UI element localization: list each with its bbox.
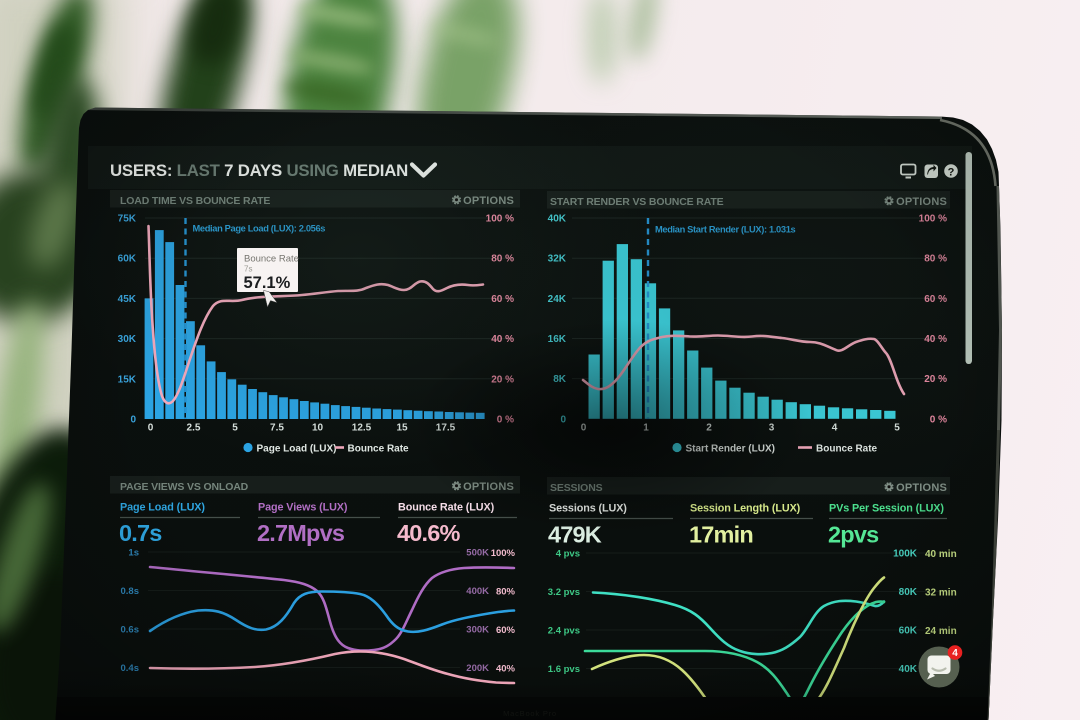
svg-text:15K: 15K xyxy=(118,374,137,385)
svg-text:80 %: 80 % xyxy=(491,254,514,265)
svg-text:300K: 300K xyxy=(466,625,489,636)
svg-text:2pvs: 2pvs xyxy=(828,522,879,548)
svg-text:10: 10 xyxy=(312,423,324,434)
svg-text:Page Load (LUX): Page Load (LUX) xyxy=(120,502,205,514)
svg-text:Bounce Rate: Bounce Rate xyxy=(816,444,878,455)
svg-text:500K: 500K xyxy=(466,548,489,559)
svg-text:100 %: 100 % xyxy=(486,214,514,225)
svg-text:OPTIONS: OPTIONS xyxy=(896,482,947,494)
svg-text:100K: 100K xyxy=(893,549,918,560)
svg-text:3: 3 xyxy=(769,423,775,434)
svg-text:Session Length (LUX): Session Length (LUX) xyxy=(690,503,801,515)
svg-text:60 %: 60 % xyxy=(491,294,514,305)
svg-text:17min: 17min xyxy=(689,522,753,548)
svg-text:40 %: 40 % xyxy=(924,334,947,345)
svg-text:80K: 80K xyxy=(899,587,918,598)
svg-text:START RENDER VS BOUNCE RATE: START RENDER VS BOUNCE RATE xyxy=(550,196,724,208)
svg-text:0: 0 xyxy=(560,414,566,425)
svg-text:Median Page Load (LUX): 2.056s: Median Page Load (LUX): 2.056s xyxy=(193,224,326,234)
svg-text:0.6s: 0.6s xyxy=(121,625,140,636)
svg-text:40 min: 40 min xyxy=(925,549,957,560)
svg-text:100%: 100% xyxy=(491,548,516,559)
svg-text:Page Views (LUX): Page Views (LUX) xyxy=(258,502,348,514)
svg-text:60 %: 60 % xyxy=(924,294,947,305)
svg-text:12.5: 12.5 xyxy=(352,423,372,434)
svg-text:MacBook Pro: MacBook Pro xyxy=(503,709,557,718)
svg-text:1: 1 xyxy=(643,423,649,434)
svg-text:0: 0 xyxy=(130,415,136,426)
svg-text:17.5: 17.5 xyxy=(436,423,456,434)
svg-text:OPTIONS: OPTIONS xyxy=(463,195,514,207)
svg-text:1s: 1s xyxy=(128,548,139,559)
svg-text:24 min: 24 min xyxy=(925,626,957,637)
svg-text:2: 2 xyxy=(706,423,712,434)
svg-text:0: 0 xyxy=(148,423,154,434)
svg-text:?: ? xyxy=(948,166,955,178)
svg-text:3.2 pvs: 3.2 pvs xyxy=(548,587,580,598)
svg-text:4: 4 xyxy=(832,423,838,434)
svg-text:24K: 24K xyxy=(548,294,567,305)
svg-text:PAGE VIEWS VS ONLOAD: PAGE VIEWS VS ONLOAD xyxy=(120,481,249,493)
svg-text:0 %: 0 % xyxy=(930,414,947,425)
svg-text:479K: 479K xyxy=(548,522,602,548)
svg-text:32 min: 32 min xyxy=(925,588,957,599)
svg-text:2.4 pvs: 2.4 pvs xyxy=(548,626,580,637)
svg-text:PVs Per Session (LUX): PVs Per Session (LUX) xyxy=(829,503,944,515)
svg-text:32K: 32K xyxy=(548,254,567,265)
svg-text:SESSIONS: SESSIONS xyxy=(550,482,603,494)
svg-text:0 %: 0 % xyxy=(497,415,514,426)
svg-text:20 %: 20 % xyxy=(924,374,947,385)
svg-text:40%: 40% xyxy=(496,664,516,675)
svg-text:8K: 8K xyxy=(553,374,567,385)
svg-text:100 %: 100 % xyxy=(919,214,947,225)
svg-text:2.5: 2.5 xyxy=(187,423,201,434)
svg-text:80%: 80% xyxy=(496,587,516,598)
svg-text:40.6%: 40.6% xyxy=(397,520,461,546)
svg-text:Page Load (LUX): Page Load (LUX) xyxy=(257,444,337,455)
svg-text:40K: 40K xyxy=(899,664,918,675)
svg-text:400K: 400K xyxy=(466,586,489,597)
svg-text:60K: 60K xyxy=(118,254,137,265)
svg-text:Bounce Rate (LUX): Bounce Rate (LUX) xyxy=(398,502,495,514)
svg-text:40 %: 40 % xyxy=(491,334,514,345)
svg-text:Start Render (LUX): Start Render (LUX) xyxy=(686,444,775,455)
svg-text:0: 0 xyxy=(581,423,587,434)
svg-text:0.8s: 0.8s xyxy=(121,586,140,597)
svg-text:7.5: 7.5 xyxy=(270,423,284,434)
svg-text:40K: 40K xyxy=(548,214,567,225)
svg-text:5: 5 xyxy=(894,423,900,434)
svg-text:30K: 30K xyxy=(118,334,137,345)
svg-text:0.7s: 0.7s xyxy=(119,520,162,546)
svg-text:4 pvs: 4 pvs xyxy=(556,549,580,560)
svg-text:5: 5 xyxy=(232,423,238,434)
svg-text:1.6 pvs: 1.6 pvs xyxy=(548,664,580,675)
svg-text:60K: 60K xyxy=(899,626,918,637)
svg-text:16K: 16K xyxy=(548,334,567,345)
svg-text:Sessions (LUX): Sessions (LUX) xyxy=(549,503,627,515)
svg-text:200K: 200K xyxy=(466,663,489,674)
svg-text:20 %: 20 % xyxy=(491,374,514,385)
svg-text:Bounce Rate: Bounce Rate xyxy=(348,444,410,455)
svg-text:60%: 60% xyxy=(496,625,516,636)
svg-text:15: 15 xyxy=(396,423,408,434)
svg-text:75K: 75K xyxy=(118,214,137,225)
svg-text:2.7Mpvs: 2.7Mpvs xyxy=(257,520,345,546)
svg-text:0.4s: 0.4s xyxy=(121,663,140,674)
svg-text:80 %: 80 % xyxy=(924,254,947,265)
svg-text:LOAD TIME VS BOUNCE RATE: LOAD TIME VS BOUNCE RATE xyxy=(120,195,270,207)
svg-text:OPTIONS: OPTIONS xyxy=(463,481,514,493)
svg-text:Median Start Render (LUX): 1.0: Median Start Render (LUX): 1.031s xyxy=(655,225,796,235)
svg-text:OPTIONS: OPTIONS xyxy=(896,196,947,208)
svg-text:USERS: LAST 7 DAYS USING MEDIA: USERS: LAST 7 DAYS USING MEDIAN xyxy=(110,161,408,180)
svg-text:45K: 45K xyxy=(118,294,137,305)
